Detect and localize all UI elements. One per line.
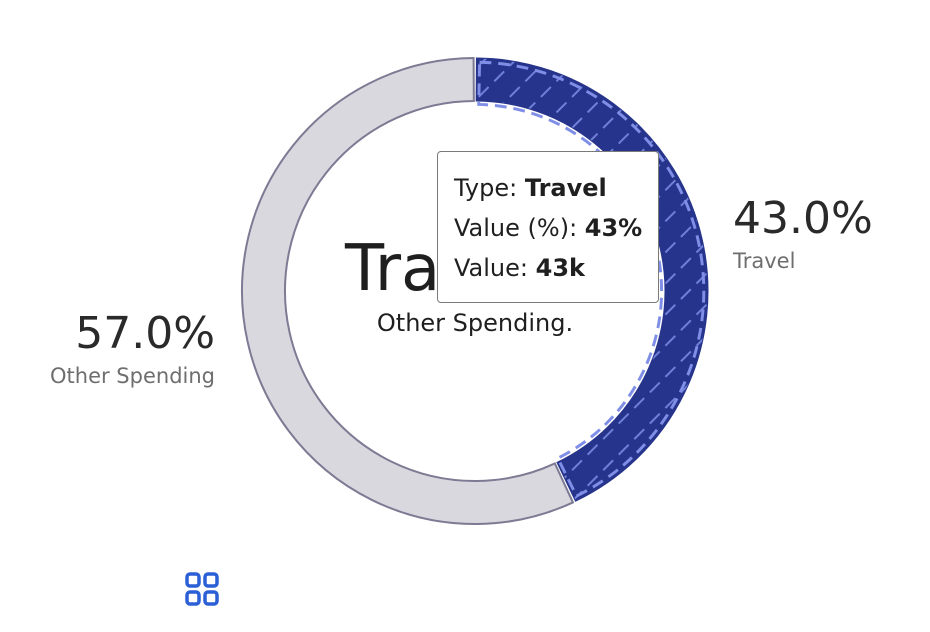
tooltip-percent-row: Value (%): 43% xyxy=(454,208,642,248)
slice-travel-highlight xyxy=(477,60,706,499)
tooltip-value-label: Value: xyxy=(454,254,536,282)
tooltip-percent-label: Value (%): xyxy=(454,214,585,242)
tooltip-percent-value: 43% xyxy=(584,214,643,242)
slice-percent-label-travel: 43.0% xyxy=(733,193,873,244)
center-title: Tra xyxy=(344,232,440,306)
tooltip-value-value: 43k xyxy=(535,254,585,282)
chart-tooltip: Type: Travel Value (%): 43% Value: 43k xyxy=(437,151,659,303)
slice-percent-label-other-spending: 57.0% xyxy=(75,308,215,359)
tooltip-type-row: Type: Travel xyxy=(454,168,642,208)
tooltip-type-label: Type: xyxy=(454,174,525,202)
slice-name-label-other-spending: Other Spending xyxy=(50,364,215,388)
slice-name-label-travel: Travel xyxy=(732,249,795,273)
slice-other-spending[interactable] xyxy=(241,56,575,525)
tooltip-value-row: Value: 43k xyxy=(454,248,642,288)
center-subtitle: Other Spending. xyxy=(377,309,573,337)
grid-four-squares-icon[interactable] xyxy=(185,572,219,606)
tooltip-type-value: Travel xyxy=(524,174,607,202)
